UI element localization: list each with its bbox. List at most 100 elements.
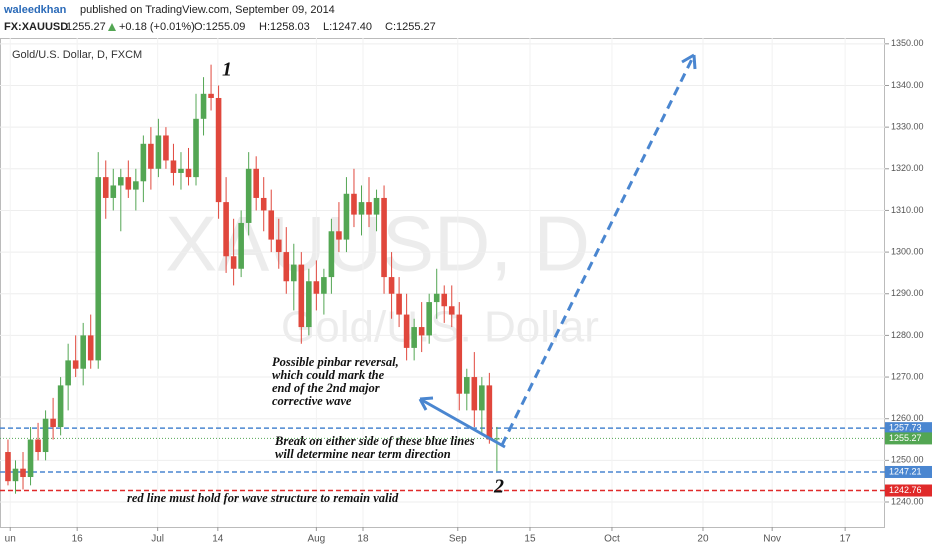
y-tick-label: 1310.00 bbox=[891, 205, 924, 215]
candle-body bbox=[343, 193, 350, 240]
candle-body bbox=[306, 281, 312, 328]
y-tick-label: 1350.00 bbox=[891, 38, 924, 48]
note: which could mark the bbox=[272, 368, 385, 382]
candle-body bbox=[290, 264, 297, 282]
y-tick-label: 1290.00 bbox=[891, 288, 924, 298]
candle-body bbox=[185, 168, 192, 178]
x-tick-label: 20 bbox=[697, 534, 709, 545]
up-arrow bbox=[108, 23, 116, 31]
open: O:1255.09 bbox=[194, 21, 245, 33]
x-tick-label: Jul bbox=[151, 534, 164, 545]
candle-body bbox=[313, 281, 320, 294]
candle-body bbox=[95, 177, 102, 361]
y-tick-label: 1280.00 bbox=[891, 330, 924, 340]
change: +0.18 (+0.01%) bbox=[119, 21, 195, 33]
candle-body bbox=[80, 335, 86, 369]
candle-body bbox=[351, 193, 357, 215]
plot-frame bbox=[0, 38, 885, 528]
candle-body bbox=[479, 385, 485, 411]
candle-body bbox=[12, 468, 19, 482]
candle-body bbox=[328, 231, 335, 278]
candle-body bbox=[102, 177, 109, 198]
candle-body bbox=[223, 202, 229, 257]
level-tag bbox=[885, 422, 932, 435]
low: L:1247.40 bbox=[323, 21, 372, 33]
candle-body bbox=[494, 438, 500, 440]
wave-label: 2 bbox=[493, 476, 504, 498]
candle-body bbox=[200, 93, 207, 119]
candle-body bbox=[433, 293, 440, 303]
x-tick-label: 15 bbox=[524, 534, 536, 545]
y-tick-label: 1270.00 bbox=[891, 371, 924, 381]
candle-body bbox=[358, 202, 365, 215]
candle-body bbox=[253, 168, 259, 198]
candle-body bbox=[163, 135, 169, 161]
candle-body bbox=[133, 181, 139, 190]
level-label: 1255.27 bbox=[889, 433, 922, 443]
note: corrective wave bbox=[272, 394, 352, 408]
candle-body bbox=[403, 314, 410, 348]
y-tick-label: 1330.00 bbox=[891, 122, 924, 132]
x-tick-label: 17 bbox=[840, 534, 852, 545]
level-tag bbox=[885, 432, 932, 445]
candle-body bbox=[35, 439, 41, 453]
candle-body bbox=[486, 385, 493, 440]
y-tick-label: 1240.00 bbox=[891, 496, 924, 506]
wave-label: 1 bbox=[222, 59, 232, 81]
arrow-head bbox=[418, 396, 434, 411]
candle-body bbox=[20, 468, 26, 478]
close: C:1255.27 bbox=[385, 21, 436, 33]
candle-body bbox=[87, 335, 94, 361]
candle-body bbox=[381, 197, 387, 278]
candle-body bbox=[283, 252, 290, 282]
level-label: 1247.21 bbox=[889, 466, 922, 476]
candle-body bbox=[426, 302, 432, 336]
candle-body bbox=[72, 360, 79, 369]
candle-body bbox=[5, 452, 11, 482]
candle-body bbox=[193, 118, 199, 178]
candle-body bbox=[441, 293, 448, 307]
x-tick-label: Aug bbox=[307, 534, 325, 545]
candle-body bbox=[42, 418, 49, 453]
level-tag bbox=[885, 484, 932, 497]
level-tag bbox=[885, 465, 932, 478]
note: Possible pinbar reversal, bbox=[272, 355, 399, 369]
author: waleedkhan bbox=[3, 4, 67, 16]
candle-body bbox=[456, 314, 463, 394]
candle-body bbox=[260, 197, 267, 211]
candle-body bbox=[178, 168, 184, 173]
candle-body bbox=[275, 239, 282, 253]
candle-body bbox=[396, 293, 402, 315]
candle-body bbox=[373, 197, 380, 215]
candle-body bbox=[336, 231, 342, 240]
candle-body bbox=[208, 93, 214, 98]
high: H:1258.03 bbox=[259, 21, 310, 33]
candle-body bbox=[65, 360, 71, 386]
symbol: FX:XAUUSD bbox=[4, 21, 68, 33]
level-label: 1257.73 bbox=[889, 423, 922, 433]
arrow bbox=[419, 397, 506, 449]
y-tick-label: 1250.00 bbox=[891, 455, 924, 465]
candle-body bbox=[471, 377, 478, 411]
candle-body bbox=[110, 185, 117, 198]
note: Break on either side of these blue lines bbox=[274, 434, 475, 448]
candle-body bbox=[388, 277, 395, 294]
candle-body bbox=[140, 143, 147, 182]
candle-body bbox=[238, 222, 244, 269]
candle-body bbox=[50, 418, 56, 428]
candle-body bbox=[245, 168, 252, 223]
candle-body bbox=[170, 160, 177, 173]
candle-body bbox=[230, 256, 237, 269]
note: will determine near term direction bbox=[275, 447, 451, 461]
candle-body bbox=[117, 177, 124, 186]
candle-body bbox=[268, 210, 275, 240]
y-tick-label: 1300.00 bbox=[891, 246, 924, 256]
candle-body bbox=[366, 202, 372, 215]
last-price: 1255.27 bbox=[66, 21, 106, 33]
arrow-head bbox=[681, 53, 697, 70]
candle-body bbox=[463, 377, 470, 394]
candle-body bbox=[448, 306, 455, 315]
candle-body bbox=[298, 264, 305, 328]
